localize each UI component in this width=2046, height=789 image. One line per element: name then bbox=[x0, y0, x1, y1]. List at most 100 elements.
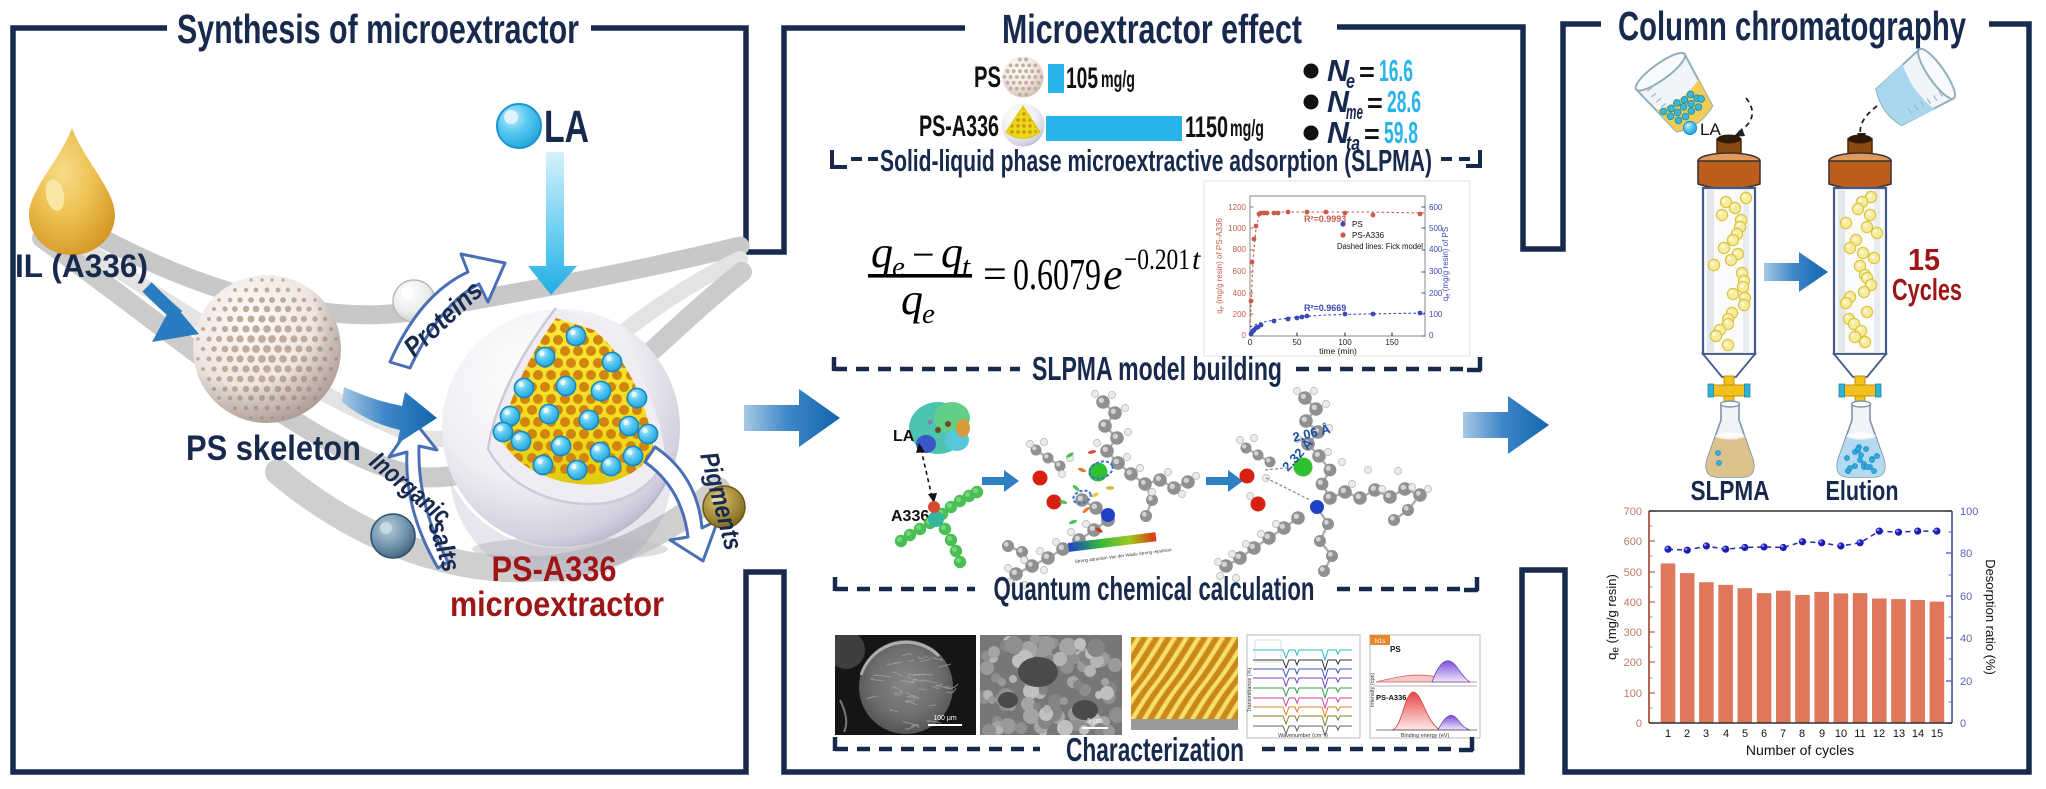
svg-text:microextractor: microextractor bbox=[450, 585, 664, 624]
svg-text:PS-A336: PS-A336 bbox=[1352, 231, 1385, 240]
svg-text:ta: ta bbox=[1346, 133, 1360, 155]
svg-text:Solid-liquid phase microextrac: Solid-liquid phase microextractive adsor… bbox=[880, 143, 1432, 178]
svg-text:q: q bbox=[901, 275, 923, 324]
svg-text:11: 11 bbox=[1854, 728, 1865, 740]
svg-text:LA: LA bbox=[1700, 120, 1721, 139]
svg-text:40: 40 bbox=[1960, 633, 1972, 645]
svg-text:PS skeleton: PS skeleton bbox=[186, 429, 361, 468]
svg-text:PS-A336: PS-A336 bbox=[1376, 693, 1406, 702]
svg-text:200: 200 bbox=[1624, 657, 1642, 669]
svg-text:1200: 1200 bbox=[1228, 203, 1246, 212]
svg-text:Intensity (cps): Intensity (cps) bbox=[1370, 673, 1376, 707]
svg-text:Quantum chemical calculation: Quantum chemical calculation bbox=[994, 570, 1315, 607]
svg-text:400: 400 bbox=[1233, 289, 1247, 298]
svg-text:600: 600 bbox=[1429, 203, 1443, 212]
svg-text:13: 13 bbox=[1893, 728, 1905, 740]
svg-text:IL (A336): IL (A336) bbox=[15, 248, 148, 284]
svg-text:Number of cycles: Number of cycles bbox=[1746, 742, 1854, 758]
svg-text:12: 12 bbox=[1873, 728, 1885, 740]
svg-text:qe (mg/g resin) of PS-A336: qe (mg/g resin) of PS-A336 bbox=[1215, 218, 1226, 314]
svg-text:=: = bbox=[983, 252, 1007, 298]
svg-text:100: 100 bbox=[1338, 338, 1352, 347]
svg-text:8: 8 bbox=[1799, 728, 1805, 740]
svg-text:3: 3 bbox=[1703, 728, 1709, 740]
svg-text:700: 700 bbox=[1624, 506, 1642, 518]
svg-text:800: 800 bbox=[1233, 245, 1247, 254]
svg-text:Characterization: Characterization bbox=[1066, 731, 1244, 768]
svg-text:Binding energy (eV): Binding energy (eV) bbox=[1401, 733, 1450, 739]
svg-text:e: e bbox=[1346, 71, 1355, 93]
svg-text:0: 0 bbox=[1242, 331, 1247, 340]
svg-text:q: q bbox=[871, 228, 893, 277]
svg-text:A336: A336 bbox=[891, 508, 929, 525]
svg-text:Dashed lines: Fick model: Dashed lines: Fick model bbox=[1337, 242, 1423, 251]
svg-text:400: 400 bbox=[1624, 597, 1642, 609]
svg-text:=: = bbox=[1367, 88, 1383, 118]
svg-text:15: 15 bbox=[1908, 242, 1940, 277]
svg-text:300: 300 bbox=[1624, 627, 1642, 639]
svg-text:q: q bbox=[941, 228, 963, 277]
svg-text:R²=0.9993: R²=0.9993 bbox=[1304, 214, 1346, 224]
svg-text:100: 100 bbox=[1624, 688, 1642, 700]
svg-text:Desorption ratio (%): Desorption ratio (%) bbox=[1983, 559, 1998, 675]
svg-text:60: 60 bbox=[1960, 591, 1972, 603]
svg-text:300: 300 bbox=[1429, 267, 1443, 276]
svg-text:15: 15 bbox=[1931, 728, 1943, 740]
svg-text:time (min): time (min) bbox=[1319, 346, 1357, 356]
svg-text:0: 0 bbox=[1960, 718, 1966, 730]
svg-text:0.6079: 0.6079 bbox=[1013, 250, 1101, 299]
svg-text:28.6: 28.6 bbox=[1387, 84, 1421, 119]
svg-text:e: e bbox=[922, 298, 935, 330]
svg-text:100 µm: 100 µm bbox=[933, 715, 957, 722]
svg-text:105: 105 bbox=[1066, 62, 1098, 95]
svg-text:500: 500 bbox=[1429, 224, 1443, 233]
svg-text:20: 20 bbox=[1960, 676, 1972, 688]
svg-text:59.8: 59.8 bbox=[1384, 115, 1418, 150]
svg-text:N: N bbox=[1327, 115, 1350, 150]
svg-text:0: 0 bbox=[1429, 331, 1434, 340]
svg-text:150: 150 bbox=[1385, 338, 1399, 347]
svg-text:e: e bbox=[1103, 250, 1123, 299]
svg-text:1000: 1000 bbox=[1228, 224, 1246, 233]
svg-text:Column chromatography: Column chromatography bbox=[1618, 3, 1966, 49]
svg-text:16.6: 16.6 bbox=[1379, 53, 1413, 88]
svg-text:Synthesis of microextractor: Synthesis of microextractor bbox=[177, 6, 579, 52]
svg-text:SLPMA model building: SLPMA model building bbox=[1032, 350, 1282, 387]
svg-text:qe (mg/g resin): qe (mg/g resin) bbox=[1604, 574, 1622, 660]
svg-text:9: 9 bbox=[1819, 728, 1825, 740]
svg-text:Cycles: Cycles bbox=[1892, 272, 1962, 307]
svg-text:qe (mg/g resin) of PS: qe (mg/g resin) of PS bbox=[1441, 227, 1452, 301]
svg-text:=: = bbox=[1364, 119, 1380, 149]
svg-text:14: 14 bbox=[1912, 728, 1924, 740]
svg-text:1150: 1150 bbox=[1185, 111, 1228, 144]
svg-text:100: 100 bbox=[1429, 310, 1443, 319]
svg-text:N: N bbox=[1327, 84, 1350, 119]
svg-text:PS-A336: PS-A336 bbox=[919, 110, 999, 143]
svg-text:10: 10 bbox=[1835, 728, 1847, 740]
svg-text:t: t bbox=[1192, 243, 1201, 276]
svg-text:Wavenumber (cm⁻¹): Wavenumber (cm⁻¹) bbox=[1278, 733, 1328, 739]
svg-text:80: 80 bbox=[1960, 548, 1972, 560]
svg-text:me: me bbox=[1346, 102, 1363, 124]
svg-text:500: 500 bbox=[1624, 567, 1642, 579]
svg-text:0: 0 bbox=[1248, 338, 1253, 347]
svg-text:200: 200 bbox=[1429, 289, 1443, 298]
svg-text:N: N bbox=[1327, 53, 1350, 88]
svg-text:PS: PS bbox=[1352, 220, 1363, 229]
svg-text:N1s: N1s bbox=[1375, 639, 1386, 645]
svg-text:mg/g: mg/g bbox=[1101, 66, 1135, 92]
svg-text:5: 5 bbox=[1742, 728, 1748, 740]
svg-text:50: 50 bbox=[1293, 338, 1302, 347]
svg-text:SLPMA: SLPMA bbox=[1691, 475, 1770, 506]
svg-text:4: 4 bbox=[1723, 728, 1729, 740]
svg-text:=: = bbox=[1359, 57, 1375, 87]
svg-text:−0.201: −0.201 bbox=[1124, 243, 1190, 276]
svg-text:−: − bbox=[912, 232, 935, 277]
svg-text:LA: LA bbox=[544, 101, 589, 152]
svg-text:LA: LA bbox=[893, 428, 915, 445]
svg-text:200: 200 bbox=[1233, 310, 1247, 319]
svg-text:PS-A336: PS-A336 bbox=[492, 550, 617, 589]
svg-text:100: 100 bbox=[1960, 506, 1978, 518]
svg-text:600: 600 bbox=[1624, 536, 1642, 548]
svg-text:PS: PS bbox=[974, 61, 1001, 94]
